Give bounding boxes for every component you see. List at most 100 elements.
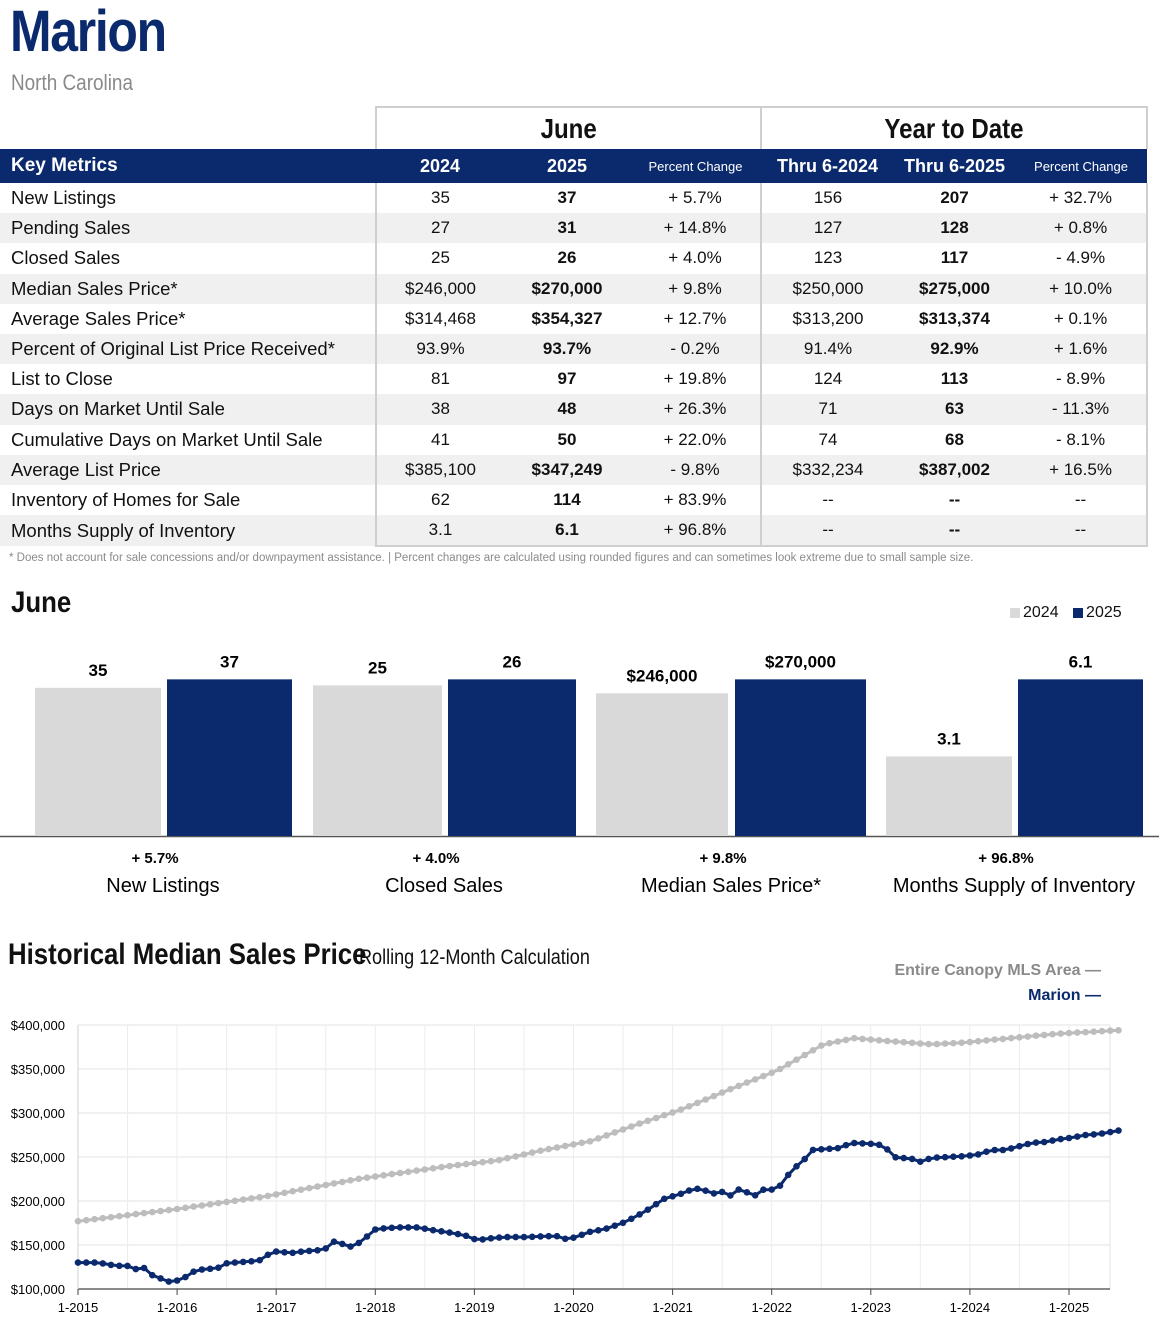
metric-value: $385,100 <box>375 454 504 485</box>
data-point <box>793 1056 800 1063</box>
june-legend: 2024 2025 <box>1010 604 1122 622</box>
metric-value: 25 <box>375 243 504 274</box>
metric-label: Median Sales Price* <box>0 273 376 304</box>
metric-value: 114 <box>553 489 581 509</box>
metric-value: 127 <box>760 213 894 244</box>
data-point <box>768 1186 775 1193</box>
metric-value: 113 <box>940 369 969 389</box>
data-point <box>1024 1140 1031 1148</box>
data-point <box>743 1189 751 1196</box>
data-point <box>892 1038 899 1045</box>
metric-label: Percent of Original List Price Received* <box>0 333 376 365</box>
metric-label: New Listings <box>11 187 116 209</box>
metric-label: Days on Market Until Sale <box>0 394 376 425</box>
x-tick-label: 1-2020 <box>553 1300 593 1315</box>
metric-label: Pending Sales <box>0 213 376 244</box>
data-point <box>537 1147 544 1154</box>
col-header-metric: Key Metrics <box>0 149 376 183</box>
data-point <box>107 1213 115 1221</box>
metric-value: + 10.0% <box>1015 273 1149 304</box>
legend-label-2024: 2024 <box>1023 604 1059 621</box>
data-point <box>553 1232 561 1240</box>
data-point <box>611 1129 619 1136</box>
data-point <box>561 1142 569 1150</box>
data-point <box>991 1146 998 1154</box>
metric-value: 97 <box>557 369 577 389</box>
data-point <box>413 1224 420 1231</box>
metric-value: + 5.7% <box>668 188 722 208</box>
metric-value: $354,327 <box>531 308 603 328</box>
bar-2024 <box>313 685 442 836</box>
data-point <box>603 1132 610 1139</box>
data-point <box>231 1197 239 1205</box>
data-point <box>305 1184 313 1192</box>
metric-value: 27 <box>375 213 504 244</box>
metric-value: + 9.8% <box>630 273 761 304</box>
data-point <box>157 1207 164 1215</box>
data-point <box>520 1151 528 1158</box>
data-point <box>826 1145 833 1153</box>
y-tick-label: $300,000 <box>11 1106 65 1121</box>
metric-value: $275,000 <box>894 273 1015 304</box>
data-point <box>842 1141 850 1149</box>
data-point <box>900 1154 908 1162</box>
data-point <box>99 1214 107 1222</box>
bar-category-label: Closed Sales <box>385 875 503 897</box>
metric-value: - 0.2% <box>630 333 761 365</box>
data-point <box>578 1231 586 1239</box>
metric-value: $387,002 <box>894 454 1015 485</box>
data-point <box>339 1240 346 1248</box>
page-title: Marion <box>10 0 167 64</box>
data-point <box>809 1146 817 1154</box>
table-row: Cumulative Days on Market Until Sale 41 50… <box>0 424 1149 455</box>
data-point <box>462 1160 470 1168</box>
data-point <box>974 1037 982 1045</box>
y-tick-label: $400,000 <box>11 1018 65 1033</box>
footnote: * Does not account for sale concessions … <box>9 552 974 564</box>
historical-subtitle: Rolling 12-Month Calculation <box>359 946 590 969</box>
metric-value: 81 <box>375 364 504 395</box>
data-point <box>826 1039 833 1047</box>
metric-value: $332,234 <box>760 454 894 485</box>
data-point <box>405 1168 412 1176</box>
data-point <box>875 1037 883 1044</box>
table-row: Inventory of Homes for Sale 62 114 + 83.9% -… <box>0 484 1149 516</box>
data-point <box>1098 1130 1106 1137</box>
data-point <box>950 1153 957 1160</box>
data-point <box>801 1155 808 1163</box>
data-point <box>256 1256 264 1264</box>
metric-value: 93.9% <box>375 333 504 365</box>
data-point <box>851 1034 858 1042</box>
y-tick-label: $250,000 <box>11 1150 65 1165</box>
data-point <box>768 1069 775 1077</box>
data-point <box>933 1040 941 1048</box>
bar-2025 <box>167 679 292 836</box>
bar-value-label: 25 <box>368 658 387 677</box>
metric-value: + 32.7% <box>1015 183 1149 214</box>
table-row: Percent of Original List Price Received*… <box>0 333 1149 365</box>
data-point <box>462 1232 470 1240</box>
bar-value-label: $246,000 <box>627 666 698 685</box>
data-point <box>1016 1034 1023 1041</box>
metric-value: -- <box>948 489 961 509</box>
data-point <box>553 1144 561 1151</box>
data-point <box>479 1236 487 1243</box>
data-point <box>917 1158 924 1165</box>
table-row: Average List Price $385,100 $347,249- 9.8%… <box>0 454 1149 485</box>
metric-value: -- <box>760 484 894 516</box>
metric-value: - 9.8% <box>630 454 761 485</box>
data-point <box>1074 1029 1081 1036</box>
data-point <box>619 1126 627 1133</box>
data-point <box>751 1192 759 1199</box>
data-point <box>842 1036 850 1044</box>
data-point <box>272 1191 280 1198</box>
data-point <box>421 1166 429 1173</box>
data-point <box>487 1235 495 1242</box>
metric-value: $347,249 <box>504 454 630 485</box>
group-header-ytd: Year to Date <box>761 106 1149 149</box>
data-point <box>124 1262 131 1270</box>
table-row: New Listings 35 37 + 5.7% 156 207 + 32.7% <box>0 183 1149 214</box>
data-point <box>925 1040 932 1048</box>
data-point <box>561 1235 569 1243</box>
metric-value: $313,374 <box>919 308 990 328</box>
